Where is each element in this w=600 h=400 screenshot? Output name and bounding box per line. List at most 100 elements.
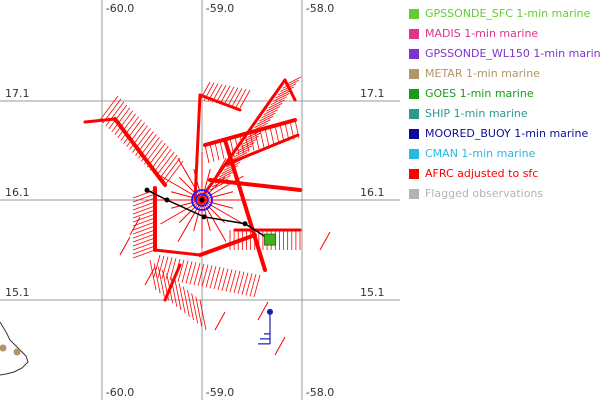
wind-barb-staff (261, 109, 278, 119)
wind-barb-staff (230, 152, 248, 161)
wind-barb-staff (219, 140, 225, 159)
lon-tick-bottom-2: -59.0 (206, 386, 234, 399)
flight-track-segment (283, 78, 297, 102)
wind-barb-staff (132, 209, 156, 219)
legend-swatch (409, 149, 419, 159)
wind-barb-staff (263, 106, 281, 115)
wind-barb-staff (282, 79, 299, 89)
lon-tick-top-1: -60.0 (106, 2, 134, 15)
legend-label: CMAN 1-min marine (425, 147, 536, 160)
wind-barb-staff (173, 258, 181, 282)
wind-barb-staff (221, 268, 229, 291)
wind-barb-staff (259, 129, 265, 148)
wind-barb-staff (132, 217, 156, 227)
wind-barb-staff (149, 145, 169, 171)
wind-barb-staff (146, 143, 166, 168)
wind-barb-staff (229, 270, 237, 293)
wind-barb-staff (268, 99, 285, 109)
wind-barb-staff (177, 158, 203, 201)
legend-swatch (409, 129, 419, 139)
wind-barb-staff (132, 213, 156, 223)
wind-barb-staff (201, 199, 244, 225)
wind-barb-staff (166, 273, 174, 304)
legend-swatch (409, 189, 419, 199)
wind-barb-staff (160, 199, 203, 225)
flight-track-segment (83, 117, 117, 124)
wind-barb-staff (254, 119, 271, 129)
wind-barb-staff (155, 151, 175, 177)
lon-tick-top-2: -59.0 (206, 2, 234, 15)
legend-item: SHIP 1-min marine (409, 106, 600, 126)
wind-barb-staff (170, 276, 178, 307)
wind-barb-staff (177, 259, 185, 282)
lat-tick-right-2: 16.1 (360, 186, 385, 199)
wind-barb-icon (258, 308, 273, 345)
wind-barb-staff (123, 119, 142, 144)
wind-barb-staff (201, 264, 209, 287)
lon-tick-top-3: -58.0 (306, 2, 334, 15)
wind-barb-staff (177, 199, 203, 242)
wind-barb-staff (235, 89, 247, 108)
lat-tick-right-1: 17.1 (360, 87, 385, 100)
wind-barb-staff (111, 107, 131, 133)
wind-barb-staff (266, 102, 283, 112)
legend-label: SHIP 1-min marine (425, 107, 528, 120)
legend-item: Flagged observations (409, 186, 600, 206)
wind-barb-staff (197, 263, 205, 286)
wind-barb-staff (270, 96, 288, 106)
legend-item: GPSSONDE_SFC 1-min marine (409, 6, 600, 26)
wind-barb-staff (199, 299, 207, 331)
wind-barb-staff (120, 116, 140, 141)
wind-barb-staff (254, 131, 260, 150)
wind-barb-staff (157, 255, 165, 278)
metar-station-marker (13, 348, 21, 356)
wind-barb-staff (227, 87, 239, 106)
wind-barb-staff (233, 148, 250, 158)
wind-barb-staff (129, 216, 141, 236)
wind-barb-staff (264, 128, 270, 147)
wind-barb-staff (253, 274, 261, 298)
legend: GPSSONDE_SFC 1-min marine MADIS 1-min mar… (409, 6, 600, 206)
flight-track-segment (223, 138, 267, 272)
wind-barb-staff (152, 148, 172, 174)
wind-barb-staff (99, 95, 119, 121)
wind-barb-staff (141, 137, 160, 162)
legend-item: METAR 1-min marine (409, 66, 600, 86)
wind-barb-staff (119, 236, 131, 256)
wind-barb-staff (153, 263, 161, 294)
wind-barb-staff (275, 89, 292, 99)
lat-tick-left-2: 16.1 (5, 186, 30, 199)
wind-barb-staff (193, 262, 201, 286)
wind-barb-staff (132, 205, 156, 215)
wind-barb-staff (319, 231, 331, 251)
wind-barb-staff (132, 201, 156, 211)
wind-barb-staff (117, 113, 137, 138)
wind-barb-staff (189, 262, 197, 285)
wind-barb-staff (224, 139, 230, 158)
legend-swatch (409, 29, 419, 39)
wind-barb-staff (181, 260, 189, 283)
legend-label: Flagged observations (425, 187, 544, 200)
wind-barb-staff (132, 229, 156, 239)
storm-track-point (242, 221, 248, 227)
wind-barb-staff (237, 142, 255, 151)
wind-barb-staff (209, 266, 217, 289)
wind-barb-staff (294, 119, 300, 139)
wind-barb-staff (108, 104, 128, 130)
legend-label: GPSSONDE_SFC 1-min marine (425, 7, 591, 20)
wind-barb-staff (211, 84, 223, 103)
storm-track-point (144, 187, 150, 193)
wind-barb-staff (231, 88, 243, 107)
legend-label: GPSSONDE_WL150 1-min marine (425, 47, 600, 60)
wind-barb-staff (209, 143, 215, 162)
island-coastline (0, 321, 29, 376)
wind-barb-staff (280, 83, 297, 92)
wind-barb-staff (191, 293, 199, 324)
wind-barb-staff (160, 175, 203, 201)
legend-item: MOORED_BUOY 1-min marine (409, 126, 600, 146)
wind-barb-staff (249, 274, 257, 297)
wind-barb-staff (240, 138, 257, 148)
wind-barb-staff (187, 289, 194, 321)
lat-tick-right-3: 15.1 (360, 286, 385, 299)
